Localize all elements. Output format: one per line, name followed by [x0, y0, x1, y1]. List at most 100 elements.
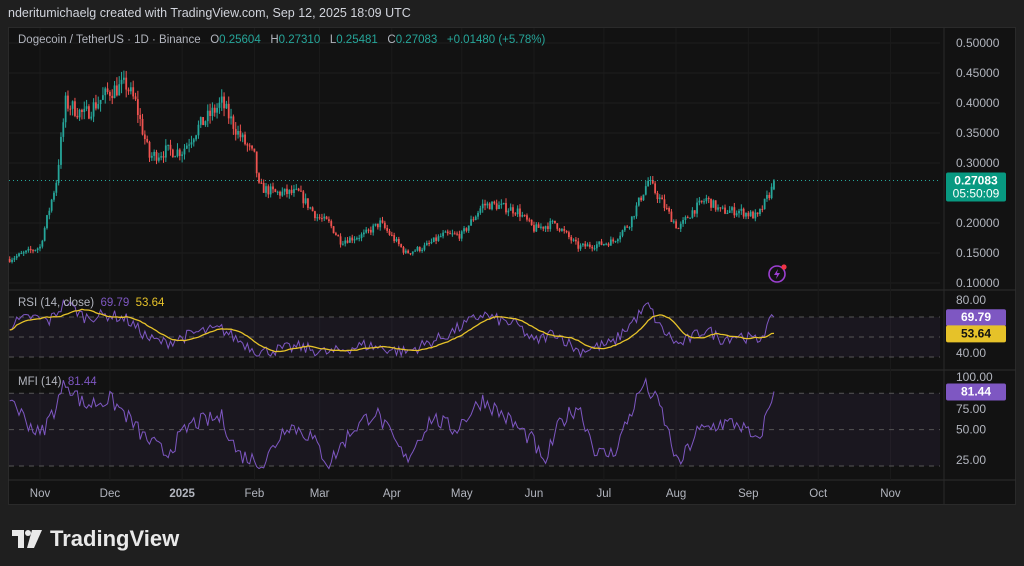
candle-body	[644, 186, 647, 195]
rsi-value-badge-text: 69.79	[961, 310, 991, 324]
rsi-legend: RSI (14, close) 69.79 53.64	[18, 297, 164, 309]
candle-body	[188, 144, 191, 146]
candle-body	[465, 228, 468, 231]
candle-body	[703, 201, 705, 203]
candle-body	[53, 192, 55, 200]
price-tick-label: 0.10000	[956, 276, 1000, 290]
candle-body	[279, 191, 281, 196]
candle-body	[437, 236, 440, 241]
candle-body	[18, 253, 20, 256]
candle-body	[262, 182, 265, 193]
candle-body	[164, 145, 167, 158]
candle-body	[167, 144, 170, 146]
candle-body	[388, 230, 391, 235]
candle-body	[192, 139, 195, 143]
candle-body	[141, 118, 144, 135]
candle-body	[281, 191, 284, 196]
candle-body	[742, 208, 745, 217]
candle-body	[661, 197, 664, 200]
candle-body	[537, 224, 540, 228]
candle-body	[358, 238, 361, 240]
candle-body	[81, 109, 83, 113]
candle-body	[453, 233, 456, 235]
open-label: O	[210, 34, 220, 46]
candle-body	[397, 238, 400, 245]
candle-body	[595, 244, 598, 249]
candle-body	[756, 212, 759, 215]
mfi-value-badge: 81.44	[946, 383, 1006, 401]
candle-body	[223, 96, 225, 109]
candle-body	[598, 241, 601, 245]
candle-body	[759, 208, 761, 215]
time-tick-label: Jun	[525, 488, 544, 500]
candle-body	[754, 212, 757, 219]
candle-body	[663, 199, 666, 208]
candle-body	[500, 203, 503, 206]
candle-body	[544, 226, 547, 229]
candle-body	[300, 190, 302, 192]
candle-body	[446, 231, 449, 234]
candle-body	[402, 247, 405, 253]
mfi-line	[9, 376, 775, 470]
candle-body	[451, 233, 454, 235]
candle-body	[768, 194, 771, 199]
candle-body	[649, 179, 652, 181]
candle-body	[444, 231, 447, 233]
candle-body	[90, 116, 93, 119]
candle-body	[584, 243, 587, 247]
candle-body	[432, 237, 435, 242]
candle-body	[132, 87, 135, 97]
lightning-alert-icon[interactable]	[768, 264, 787, 283]
candle-body	[295, 188, 298, 190]
candle-body	[150, 155, 153, 158]
candle-body	[29, 248, 32, 251]
candle-body	[365, 229, 368, 233]
candle-body	[157, 157, 160, 161]
candle-body	[593, 248, 596, 250]
price-tick-label: 0.30000	[956, 156, 1000, 170]
rsi-line	[9, 298, 775, 358]
price-tick-label: 0.35000	[956, 126, 1000, 140]
candle-body	[449, 233, 451, 235]
candle-body	[48, 210, 51, 216]
candle-body	[381, 220, 384, 223]
candle-body	[728, 210, 731, 213]
candle-body	[581, 243, 584, 246]
candle-body	[272, 186, 274, 190]
candle-body	[311, 207, 314, 212]
candle-body	[62, 122, 65, 137]
candle-body	[698, 200, 701, 203]
candle-body	[735, 213, 738, 216]
candle-body	[367, 229, 370, 231]
candle-body	[528, 219, 531, 221]
candle-body	[568, 232, 570, 238]
rsi-label: RSI (14, close)	[18, 297, 95, 309]
candle-body	[470, 219, 472, 226]
candle-body	[572, 239, 575, 241]
candle-body	[316, 217, 319, 219]
candle-body	[554, 220, 556, 224]
candle-body	[183, 148, 186, 155]
rsi-band-fill	[9, 317, 940, 357]
candle-body	[307, 198, 309, 208]
candle-body	[696, 202, 698, 214]
rsi-ma-value-badge-text: 53.64	[961, 326, 991, 340]
candle-body	[148, 141, 151, 158]
price-tick-label: 0.20000	[956, 216, 1000, 230]
chart-frame[interactable]	[8, 27, 1016, 505]
candle-body	[136, 99, 139, 116]
candle-body	[269, 186, 272, 195]
mfi-label: MFI (14)	[18, 376, 62, 388]
open-value: 0.25604	[219, 34, 261, 46]
candle-body	[542, 226, 545, 229]
rsi-ma-value: 53.64	[135, 297, 165, 309]
candle-body	[747, 212, 750, 217]
candle-body	[477, 212, 479, 217]
candle-body	[309, 207, 312, 209]
candle-body	[97, 104, 100, 109]
candle-body	[668, 208, 670, 212]
candle-body	[425, 242, 428, 246]
candle-body	[740, 208, 743, 211]
candle-body	[67, 95, 69, 109]
